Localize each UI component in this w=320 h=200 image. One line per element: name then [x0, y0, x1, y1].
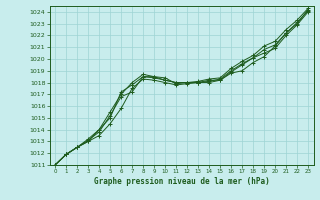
X-axis label: Graphe pression niveau de la mer (hPa): Graphe pression niveau de la mer (hPa): [94, 177, 269, 186]
